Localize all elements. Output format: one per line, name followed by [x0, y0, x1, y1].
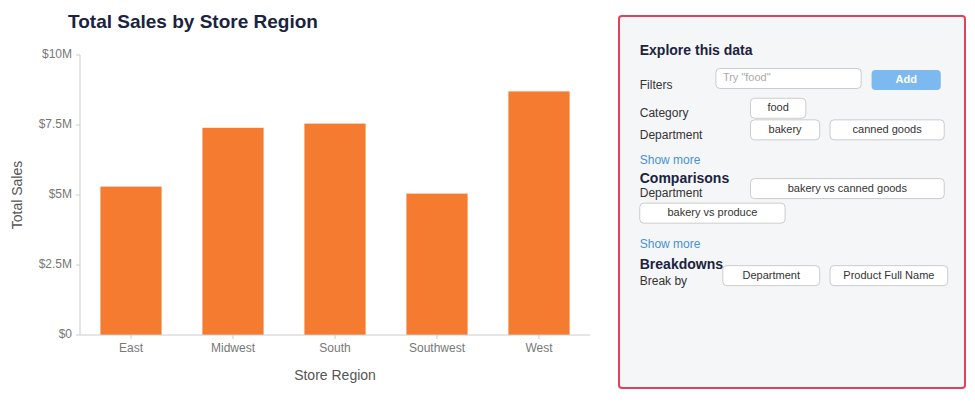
panel-heading: Comparisons — [640, 170, 730, 186]
bar — [304, 124, 365, 335]
x-tick-label: Southwest — [409, 341, 466, 355]
x-tick — [233, 335, 234, 339]
y-tick-label: $0 — [59, 327, 73, 341]
panel-tag: Product Full Name — [843, 269, 934, 281]
panel-link: Show more — [640, 237, 701, 251]
x-tick — [335, 335, 336, 339]
title: Total Sales by Store Region — [68, 11, 318, 32]
bar — [508, 91, 569, 335]
panel-button — [872, 70, 941, 90]
panel-label: Department — [640, 186, 703, 200]
y-tick — [76, 195, 80, 196]
panel-button-label: Add — [895, 73, 916, 85]
y-tick — [76, 55, 80, 56]
x-tick — [539, 335, 540, 339]
y-tick-label: $10M — [42, 47, 72, 61]
panel-box — [830, 266, 948, 286]
y-tick — [76, 335, 80, 336]
panel-label: Category — [640, 106, 689, 120]
x-axis-label: Store Region — [294, 367, 376, 383]
bar — [100, 187, 161, 335]
y-tick-label: $5M — [49, 187, 72, 201]
panel-tag: canned goods — [853, 123, 923, 135]
panel-box — [723, 266, 820, 286]
side-panel — [619, 16, 965, 388]
y-axis-label: Total Sales — [9, 161, 25, 229]
panel-tag: food — [767, 101, 788, 113]
panel-box — [716, 68, 861, 88]
chart: Total Sales by Store Region $0 $2.5M $5M $7.… — [0, 0, 975, 404]
panel-label: Break by — [640, 274, 687, 288]
panel-tag: bakery vs produce — [667, 206, 757, 218]
x-tick — [437, 335, 438, 339]
x-tick-label: East — [119, 341, 144, 355]
y-tick — [76, 265, 80, 266]
panel-box — [750, 179, 944, 199]
panel-label: Filters — [640, 78, 673, 92]
panel-tag: Department — [742, 269, 799, 281]
y-tick-label: $7.5M — [39, 117, 72, 131]
y-tick — [76, 125, 80, 126]
panel-box — [750, 98, 805, 118]
bar — [202, 128, 263, 335]
panel-placeholder: Try "food" — [723, 71, 771, 83]
panel-box — [750, 120, 819, 140]
panel-box — [640, 203, 785, 223]
y-tick-label: $2.5M — [39, 257, 72, 271]
bars — [100, 91, 569, 335]
x-tick — [131, 335, 132, 339]
panel-tag: bakery vs canned goods — [788, 182, 908, 194]
panel-box — [830, 120, 944, 140]
panel-heading: Breakdowns — [640, 256, 723, 272]
x-tick-label: West — [525, 341, 553, 355]
x-tick-label: South — [319, 341, 350, 355]
bar — [406, 194, 467, 335]
panel-heading: Explore this data — [640, 42, 753, 58]
panel-label: Department — [640, 128, 703, 142]
x-tick-label: Midwest — [211, 341, 256, 355]
panel-tag: bakery — [769, 123, 803, 135]
panel-link: Show more — [640, 153, 701, 167]
